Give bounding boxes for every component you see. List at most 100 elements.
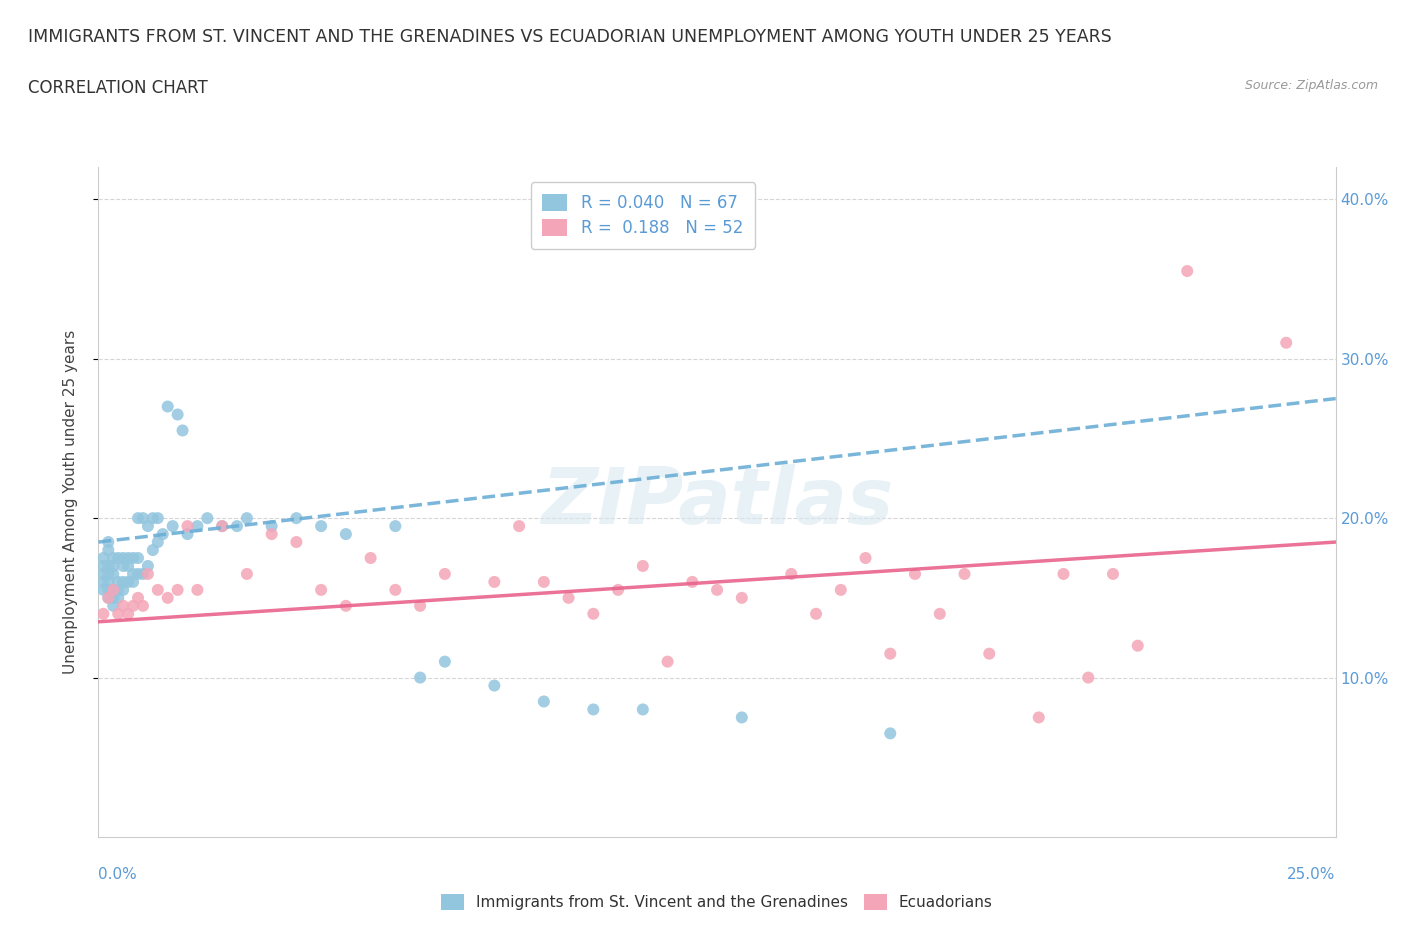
Text: ZIPatlas: ZIPatlas	[541, 464, 893, 540]
Point	[855, 551, 877, 565]
Point	[93, 575, 115, 590]
Text: IMMIGRANTS FROM ST. VINCENT AND THE GRENADINES VS ECUADORIAN UNEMPLOYMENT AMONG : IMMIGRANTS FROM ST. VINCENT AND THE GREN…	[28, 28, 1112, 46]
Point	[1126, 638, 1149, 653]
Point	[1175, 263, 1198, 278]
Point	[107, 551, 129, 565]
Point	[93, 582, 115, 597]
Point	[97, 535, 120, 550]
Point	[176, 519, 198, 534]
Point	[236, 566, 259, 581]
Point	[979, 646, 1001, 661]
Point	[97, 591, 120, 605]
Point	[166, 582, 188, 597]
Point	[1102, 566, 1125, 581]
Point	[195, 511, 218, 525]
Point	[260, 519, 283, 534]
Point	[146, 535, 169, 550]
Point	[631, 702, 654, 717]
Point	[631, 559, 654, 574]
Point	[112, 551, 135, 565]
Point	[136, 566, 159, 581]
Point	[93, 606, 115, 621]
Point	[156, 399, 179, 414]
Point	[97, 591, 120, 605]
Point	[309, 582, 332, 597]
Point	[533, 575, 555, 590]
Point	[107, 575, 129, 590]
Point	[484, 678, 506, 693]
Point	[1275, 336, 1298, 351]
Point	[107, 591, 129, 605]
Point	[285, 535, 308, 550]
Point	[285, 511, 308, 525]
Point	[146, 511, 169, 525]
Point	[146, 582, 169, 597]
Point	[97, 582, 120, 597]
Point	[172, 423, 194, 438]
Point	[533, 694, 555, 709]
Point	[384, 519, 406, 534]
Point	[409, 671, 432, 685]
Point	[97, 559, 120, 574]
Point	[97, 575, 120, 590]
Point	[335, 526, 357, 541]
Point	[681, 575, 703, 590]
Point	[112, 598, 135, 613]
Point	[582, 702, 605, 717]
Point	[557, 591, 579, 605]
Point	[582, 606, 605, 621]
Point	[122, 566, 145, 581]
Point	[103, 551, 125, 565]
Point	[186, 519, 208, 534]
Point	[142, 542, 165, 557]
Point	[166, 407, 188, 422]
Point	[607, 582, 630, 597]
Point	[103, 559, 125, 574]
Point	[136, 519, 159, 534]
Point	[122, 575, 145, 590]
Point	[706, 582, 728, 597]
Point	[93, 551, 115, 565]
Point	[93, 559, 115, 574]
Point	[127, 551, 149, 565]
Point	[132, 598, 155, 613]
Point	[260, 526, 283, 541]
Point	[309, 519, 332, 534]
Y-axis label: Unemployment Among Youth under 25 years: Unemployment Among Youth under 25 years	[63, 330, 77, 674]
Point	[127, 511, 149, 525]
Point	[122, 551, 145, 565]
Point	[879, 726, 901, 741]
Point	[103, 566, 125, 581]
Point	[136, 559, 159, 574]
Point	[186, 582, 208, 597]
Point	[103, 598, 125, 613]
Text: Source: ZipAtlas.com: Source: ZipAtlas.com	[1244, 79, 1378, 92]
Point	[335, 598, 357, 613]
Legend: Immigrants from St. Vincent and the Grenadines, Ecuadorians: Immigrants from St. Vincent and the Gren…	[436, 888, 998, 916]
Point	[236, 511, 259, 525]
Point	[1077, 671, 1099, 685]
Text: 0.0%: 0.0%	[98, 867, 138, 883]
Point	[97, 566, 120, 581]
Point	[107, 606, 129, 621]
Text: CORRELATION CHART: CORRELATION CHART	[28, 79, 208, 97]
Point	[112, 559, 135, 574]
Point	[97, 542, 120, 557]
Point	[152, 526, 174, 541]
Point	[162, 519, 184, 534]
Point	[107, 582, 129, 597]
Point	[1028, 710, 1050, 724]
Point	[360, 551, 382, 565]
Point	[731, 710, 754, 724]
Point	[117, 606, 139, 621]
Point	[103, 582, 125, 597]
Point	[122, 598, 145, 613]
Point	[176, 526, 198, 541]
Point	[904, 566, 927, 581]
Point	[127, 591, 149, 605]
Point	[830, 582, 852, 597]
Point	[226, 519, 249, 534]
Point	[117, 559, 139, 574]
Point	[93, 566, 115, 581]
Point	[384, 582, 406, 597]
